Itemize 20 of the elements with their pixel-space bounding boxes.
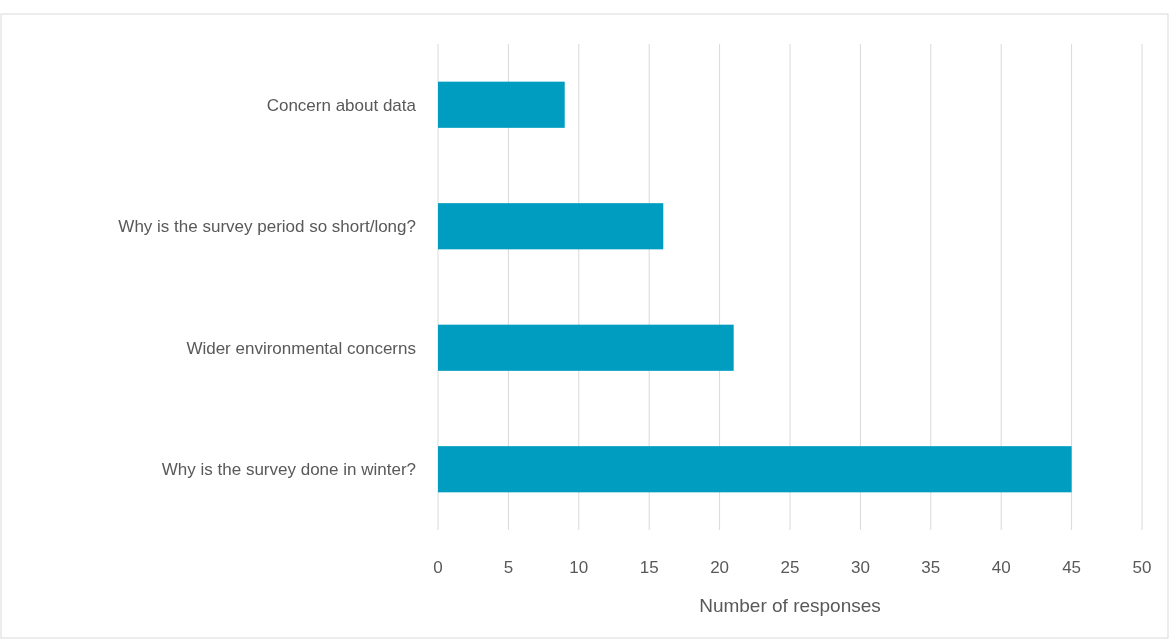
x-tick-label: 35	[921, 558, 941, 577]
x-tick-label: 10	[569, 558, 589, 577]
x-tick-label: 0	[433, 558, 443, 577]
x-tick-label: 25	[780, 558, 800, 577]
x-tick-label: 20	[710, 558, 730, 577]
bar	[438, 203, 664, 250]
x-tick-label: 15	[639, 558, 659, 577]
x-tick-label: 45	[1062, 558, 1082, 577]
x-tick-label: 50	[1132, 558, 1152, 577]
y-tick-label: Why is the survey done in winter?	[161, 460, 416, 480]
y-tick-label: Concern about data	[266, 95, 417, 115]
x-tick-label: 5	[503, 558, 514, 577]
bar	[438, 446, 1072, 493]
bar	[438, 324, 734, 371]
y-tick-label: Wider environmental concerns	[186, 338, 416, 358]
x-tick-label: 40	[991, 558, 1011, 577]
x-tick-label: 30	[850, 558, 870, 577]
bar	[438, 81, 565, 128]
y-tick-label: Why is the survey period so short/long?	[118, 217, 416, 237]
x-axis-title: Number of responses	[699, 595, 881, 616]
